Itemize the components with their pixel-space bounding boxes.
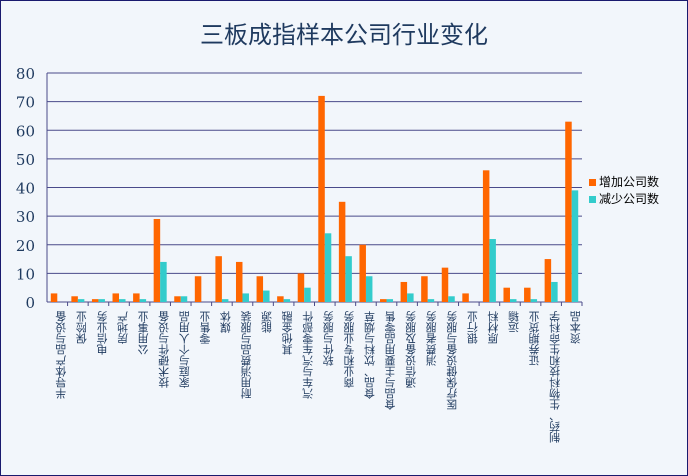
x-tick-label: 电信业务 [96, 311, 109, 355]
bar-increase [91, 299, 99, 302]
bar-decrease [304, 287, 311, 302]
legend-swatch [589, 196, 596, 203]
bar-decrease [489, 239, 496, 302]
bar-increase [359, 244, 366, 302]
bar-decrease [345, 256, 352, 302]
bar-increase [482, 170, 490, 302]
legend-swatch [589, 179, 596, 186]
bar-decrease [77, 299, 85, 302]
bar-increase [215, 256, 222, 302]
x-tick-label: 制药、生物科技和生命科学 [549, 311, 562, 443]
bar-increase [400, 281, 408, 302]
x-tick-label: 消费者服务 [425, 311, 438, 367]
y-tick-label: 20 [16, 237, 35, 255]
bar-increase [112, 293, 120, 302]
bar-increase [174, 296, 181, 302]
x-tick-label: 证券期货业 [528, 311, 541, 366]
y-tick-label: 80 [16, 65, 35, 83]
x-tick-label: 商业和专业服务 [343, 311, 356, 389]
legend-label: 增加公司数 [599, 175, 660, 189]
bar-decrease [98, 299, 105, 302]
bar-increase [380, 299, 387, 302]
x-tick-label: 运输 [507, 310, 520, 333]
bar-decrease [551, 281, 558, 302]
legend-item-increase: 增加公司数 [589, 173, 659, 190]
bar-increase [297, 273, 305, 302]
bar-decrease [448, 296, 455, 302]
bar-increase [50, 293, 58, 302]
x-tick-label: 汽车与汽车零部件 [302, 310, 315, 400]
bar-decrease [263, 290, 270, 302]
x-tick-label: 食品与主要用品零售 [384, 310, 397, 411]
x-tick-label: 资本品 [569, 311, 582, 344]
x-tick-label: 房地产 [117, 310, 130, 344]
x-tick-label: 保险业 [75, 311, 88, 345]
bar-increase [277, 296, 284, 302]
bar-increase [421, 276, 428, 302]
x-tick-label: 媒体 [219, 311, 232, 333]
bar-increase [194, 276, 202, 302]
x-tick-label: 食品、饮料与烟草 [363, 311, 376, 400]
bar-increase [503, 287, 510, 302]
y-tick-label: 40 [16, 180, 35, 198]
bar-increase [71, 296, 78, 302]
bar-decrease [283, 299, 291, 302]
bar-increase [153, 218, 161, 302]
bar-decrease [139, 299, 147, 302]
bar-decrease [160, 261, 167, 302]
bar-increase [256, 276, 264, 302]
legend-label: 减少公司数 [599, 192, 660, 206]
x-tick-label: 通信设备及服务 [405, 311, 418, 388]
bar-decrease [324, 233, 332, 302]
x-tick-label: 公用事业 [137, 311, 150, 355]
x-tick-label: 软件与服务 [322, 311, 335, 367]
bar-decrease [509, 299, 517, 302]
x-tick-label: 能源 [261, 310, 274, 334]
y-tick-label: 30 [16, 208, 35, 226]
bar-decrease [221, 299, 229, 302]
bar-increase [338, 201, 346, 302]
chart-title: 三板成指样本公司行业变化 [200, 21, 488, 49]
bar-decrease [119, 299, 126, 302]
legend-item-decrease: 减少公司数 [589, 190, 659, 207]
x-tick-label: 技术硬件与设备 [158, 310, 171, 388]
bar-decrease [407, 293, 414, 302]
x-tick-label: 家庭与个人用品 [178, 311, 191, 389]
x-tick-label: 医疗保健设备与服务 [446, 311, 459, 410]
bar-decrease [427, 299, 435, 302]
bar-decrease [530, 299, 538, 302]
bar-increase [462, 293, 469, 302]
x-tick-label: 零售业 [199, 311, 212, 344]
bar-decrease [365, 276, 373, 302]
bar-increase [133, 293, 140, 302]
bar-increase [524, 287, 531, 302]
x-tick-label: 银行业 [466, 311, 479, 345]
y-tick-label: 0 [25, 294, 35, 312]
x-tick-label: 其他金融 [281, 310, 294, 355]
bar-increase [544, 259, 552, 302]
x-tick-label: 半导体产品与设备 [55, 310, 68, 400]
bar-decrease [386, 299, 394, 302]
y-tick-label: 60 [16, 122, 35, 140]
bar-increase [565, 121, 572, 302]
y-tick-label: 10 [16, 265, 35, 283]
bar-decrease [571, 190, 579, 302]
bar-decrease [242, 293, 249, 302]
x-tick-label: 耐用消费品与服装 [240, 310, 253, 399]
bar-increase [318, 95, 325, 303]
bar-increase [441, 267, 449, 302]
bar-decrease [180, 296, 188, 302]
bar-increase [235, 261, 243, 302]
y-tick-label: 70 [16, 94, 35, 112]
x-tick-label: 原材料 [487, 310, 500, 344]
y-tick-label: 50 [16, 151, 35, 169]
